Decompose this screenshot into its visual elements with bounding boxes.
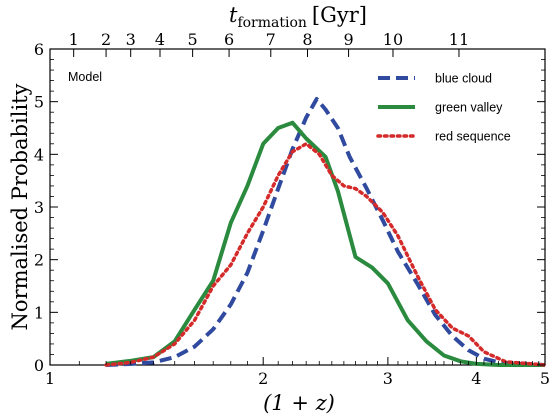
top-axis-tick-label: 11 — [449, 30, 469, 49]
top-axis-tick-label: 10 — [383, 30, 403, 49]
y-tick-label: 6 — [34, 40, 44, 59]
y-tick-label: 0 — [34, 356, 44, 375]
top-axis-label-sub: formation — [237, 15, 306, 31]
legend-label: blue cloud — [435, 72, 492, 86]
y-tick-label: 5 — [34, 93, 44, 112]
x-tick-label: 2 — [258, 369, 268, 388]
series-line-red-sequence — [104, 142, 547, 367]
top-axis-tick-label: 5 — [188, 30, 198, 49]
plot-area — [49, 48, 546, 366]
top-axis-tick-label: 3 — [126, 30, 136, 49]
y-axis-label: Normalised Probability — [8, 83, 32, 330]
top-axis-tick-label: 1 — [69, 30, 79, 49]
top-axis-tick-label: 9 — [343, 30, 353, 49]
top-axis-tick-label: 6 — [224, 30, 234, 49]
y-tick-label: 3 — [34, 198, 44, 217]
x-tick-label: 4 — [471, 369, 481, 388]
legend-label: green valley — [435, 101, 503, 115]
legend: blue cloud green valley red sequence — [376, 72, 511, 144]
x-tick-label: 5 — [540, 369, 550, 388]
top-axis-tick-label: 2 — [101, 30, 111, 49]
top-axis-label-unit: [Gyr] — [312, 3, 367, 27]
x-tick-label: 3 — [383, 369, 393, 388]
top-axis-label: tformation [Gyr] — [229, 3, 367, 31]
series-layer — [104, 97, 547, 367]
top-axis-tick-label: 4 — [155, 30, 165, 49]
top-axis-tick-label: 7 — [266, 30, 276, 49]
legend-label: red sequence — [435, 130, 511, 144]
series-line-blue-cloud — [106, 97, 546, 367]
plot-frame — [49, 48, 546, 366]
annotation-label: Model — [68, 70, 102, 84]
y-tick-label: 2 — [34, 251, 44, 270]
x-axis-label: (1 + z) — [263, 391, 335, 415]
y-tick-label: 1 — [34, 303, 44, 322]
series-line-green-valley — [105, 120, 545, 367]
top-axis-tick-label: 8 — [302, 30, 312, 49]
x-tick-label: 1 — [45, 369, 55, 388]
y-tick-label: 4 — [34, 145, 44, 164]
top-axis-label-main: t — [229, 3, 238, 27]
